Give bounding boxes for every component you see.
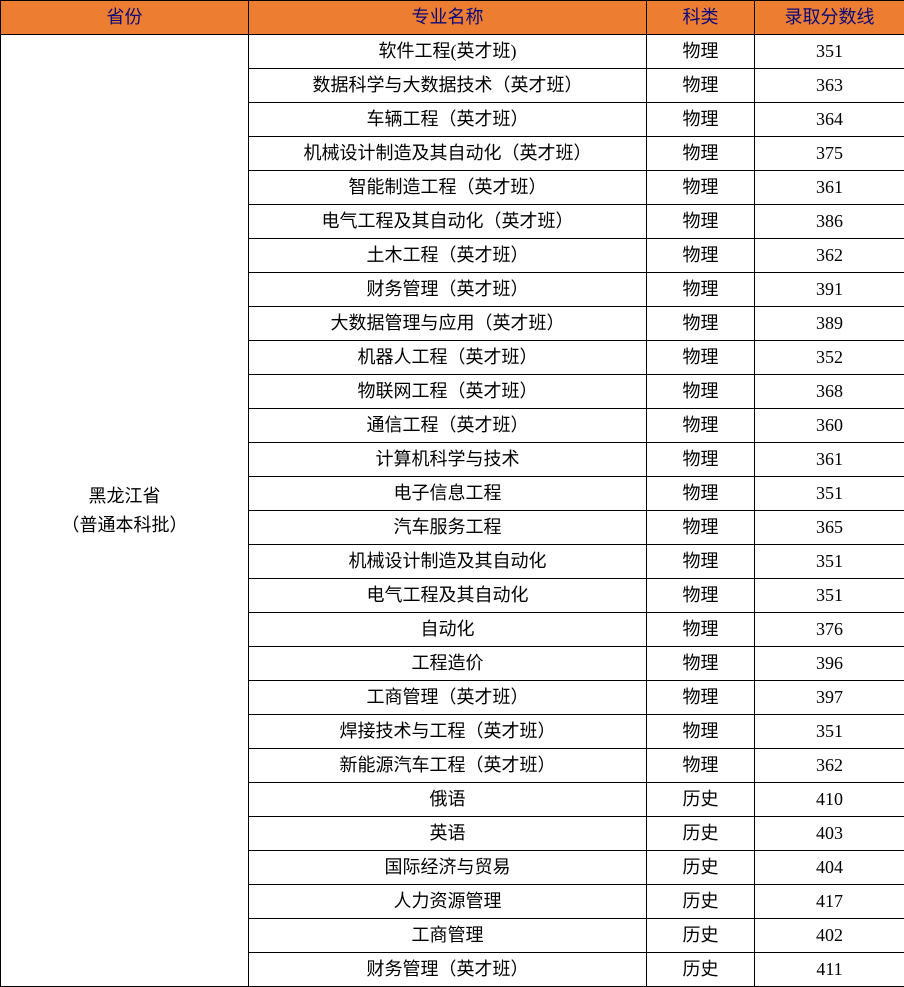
col-header-category: 科类 (647, 1, 755, 35)
cell-major: 通信工程（英才班） (249, 409, 647, 443)
table-row: 黑龙江省（普通本科批）软件工程(英才班)物理351 (1, 35, 904, 69)
cell-score: 361 (755, 171, 904, 205)
cell-major: 车辆工程（英才班） (249, 103, 647, 137)
col-header-province: 省份 (1, 1, 249, 35)
cell-category: 物理 (647, 749, 755, 783)
cell-category: 历史 (647, 885, 755, 919)
province-cell: 黑龙江省（普通本科批） (1, 35, 249, 987)
cell-score: 352 (755, 341, 904, 375)
cell-major: 电气工程及其自动化 (249, 579, 647, 613)
cell-category: 物理 (647, 613, 755, 647)
cell-major: 电气工程及其自动化（英才班） (249, 205, 647, 239)
cell-major: 国际经济与贸易 (249, 851, 647, 885)
cell-major: 机械设计制造及其自动化（英才班） (249, 137, 647, 171)
province-name: 黑龙江省 (3, 482, 246, 511)
cell-score: 389 (755, 307, 904, 341)
cell-category: 物理 (647, 409, 755, 443)
cell-score: 386 (755, 205, 904, 239)
cell-category: 物理 (647, 171, 755, 205)
cell-major: 工商管理（英才班） (249, 681, 647, 715)
cell-major: 汽车服务工程 (249, 511, 647, 545)
cell-major: 机器人工程（英才班） (249, 341, 647, 375)
cell-score: 417 (755, 885, 904, 919)
cell-major: 软件工程(英才班) (249, 35, 647, 69)
province-batch: （普通本科批） (3, 511, 246, 540)
cell-score: 402 (755, 919, 904, 953)
cell-major: 土木工程（英才班） (249, 239, 647, 273)
cell-category: 历史 (647, 783, 755, 817)
cell-major: 财务管理（英才班） (249, 273, 647, 307)
cell-major: 数据科学与大数据技术（英才班） (249, 69, 647, 103)
cell-score: 396 (755, 647, 904, 681)
cell-category: 物理 (647, 375, 755, 409)
cell-major: 财务管理（英才班） (249, 953, 647, 987)
col-header-score: 录取分数线 (755, 1, 904, 35)
cell-category: 物理 (647, 341, 755, 375)
cell-category: 物理 (647, 545, 755, 579)
cell-category: 物理 (647, 681, 755, 715)
cell-score: 368 (755, 375, 904, 409)
cell-score: 364 (755, 103, 904, 137)
cell-category: 物理 (647, 579, 755, 613)
cell-category: 物理 (647, 239, 755, 273)
table-header-row: 省份 专业名称 科类 录取分数线 (1, 1, 904, 35)
cell-score: 365 (755, 511, 904, 545)
cell-score: 351 (755, 477, 904, 511)
cell-score: 411 (755, 953, 904, 987)
cell-score: 397 (755, 681, 904, 715)
col-header-major: 专业名称 (249, 1, 647, 35)
cell-category: 历史 (647, 953, 755, 987)
cell-category: 物理 (647, 715, 755, 749)
cell-category: 历史 (647, 851, 755, 885)
cell-score: 403 (755, 817, 904, 851)
cell-score: 360 (755, 409, 904, 443)
cell-category: 物理 (647, 35, 755, 69)
cell-category: 物理 (647, 443, 755, 477)
cell-category: 物理 (647, 273, 755, 307)
cell-category: 物理 (647, 137, 755, 171)
cell-category: 物理 (647, 511, 755, 545)
cell-score: 362 (755, 749, 904, 783)
cell-major: 工商管理 (249, 919, 647, 953)
cell-score: 361 (755, 443, 904, 477)
cell-score: 351 (755, 35, 904, 69)
cell-score: 376 (755, 613, 904, 647)
cell-score: 351 (755, 715, 904, 749)
cell-category: 物理 (647, 647, 755, 681)
cell-score: 362 (755, 239, 904, 273)
cell-major: 计算机科学与技术 (249, 443, 647, 477)
cell-score: 351 (755, 545, 904, 579)
cell-score: 363 (755, 69, 904, 103)
cell-score: 375 (755, 137, 904, 171)
cell-major: 电子信息工程 (249, 477, 647, 511)
cell-category: 历史 (647, 919, 755, 953)
cell-major: 英语 (249, 817, 647, 851)
cell-category: 历史 (647, 817, 755, 851)
cell-score: 410 (755, 783, 904, 817)
cell-major: 机械设计制造及其自动化 (249, 545, 647, 579)
cell-major: 物联网工程（英才班） (249, 375, 647, 409)
cell-category: 物理 (647, 307, 755, 341)
cell-category: 物理 (647, 477, 755, 511)
cell-major: 焊接技术与工程（英才班） (249, 715, 647, 749)
cell-score: 391 (755, 273, 904, 307)
cell-category: 物理 (647, 103, 755, 137)
cell-score: 404 (755, 851, 904, 885)
admission-table: 省份 专业名称 科类 录取分数线 黑龙江省（普通本科批）软件工程(英才班)物理3… (0, 0, 904, 987)
cell-major: 人力资源管理 (249, 885, 647, 919)
cell-major: 大数据管理与应用（英才班） (249, 307, 647, 341)
cell-major: 新能源汽车工程（英才班） (249, 749, 647, 783)
cell-category: 物理 (647, 205, 755, 239)
cell-category: 物理 (647, 69, 755, 103)
cell-major: 自动化 (249, 613, 647, 647)
cell-major: 智能制造工程（英才班） (249, 171, 647, 205)
cell-major: 工程造价 (249, 647, 647, 681)
cell-score: 351 (755, 579, 904, 613)
cell-major: 俄语 (249, 783, 647, 817)
